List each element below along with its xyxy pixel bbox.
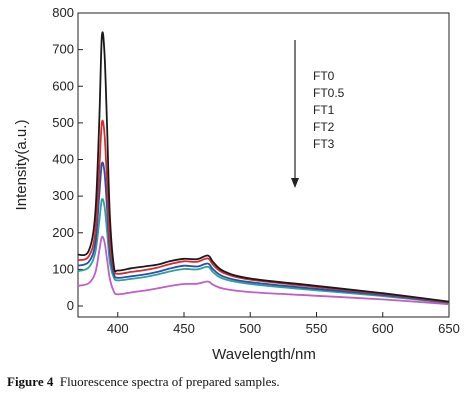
legend-item: FT0.5 xyxy=(313,86,345,100)
figure-caption-text: Fluorescence spectra of prepared samples… xyxy=(59,374,280,389)
figure-caption: Figure 4 Fluorescence spectra of prepare… xyxy=(7,374,280,390)
x-tick-label: 400 xyxy=(107,321,129,336)
y-tick-label: 100 xyxy=(52,261,74,276)
legend-item: FT3 xyxy=(313,137,335,151)
figure-caption-label: Figure 4 xyxy=(7,374,54,389)
series-line-ft1 xyxy=(77,161,450,304)
x-axis-ticks: 400 450 500 550 600 650 xyxy=(107,312,460,336)
y-tick-label: 700 xyxy=(52,42,74,57)
y-tick-label: 600 xyxy=(52,78,74,93)
x-tick-label: 550 xyxy=(306,321,328,336)
series-line-ft0-5 xyxy=(77,119,450,304)
series-line-ft2 xyxy=(77,198,450,304)
x-tick-label: 600 xyxy=(372,321,394,336)
y-axis-title: Intensity(a.u.) xyxy=(13,120,30,211)
y-tick-label: 0 xyxy=(67,298,74,313)
y-tick-label: 800 xyxy=(52,5,74,20)
x-tick-label: 650 xyxy=(438,321,460,336)
y-tick-label: 500 xyxy=(52,115,74,130)
fluorescence-chart: 0 100 200 300 400 500 600 700 800 400 450 500 550 60… xyxy=(13,5,460,363)
x-tick-label: 450 xyxy=(173,321,195,336)
legend-item: FT2 xyxy=(313,120,335,134)
series-line-ft0 xyxy=(77,31,450,303)
trend-arrow xyxy=(291,40,299,188)
legend: FT0 FT0.5 FT1 FT2 FT3 xyxy=(313,69,345,151)
y-tick-label: 200 xyxy=(52,225,74,240)
x-tick-label: 500 xyxy=(239,321,261,336)
x-axis-title: Wavelength/nm xyxy=(212,346,316,363)
y-tick-label: 400 xyxy=(52,152,74,167)
plot-frame xyxy=(77,12,450,318)
series-line-ft3 xyxy=(77,235,450,306)
legend-item: FT1 xyxy=(313,103,335,117)
y-axis-ticks: 0 100 200 300 400 500 600 700 800 xyxy=(52,5,83,313)
series-layer xyxy=(77,31,450,306)
y-tick-label: 300 xyxy=(52,188,74,203)
legend-item: FT0 xyxy=(313,69,335,83)
